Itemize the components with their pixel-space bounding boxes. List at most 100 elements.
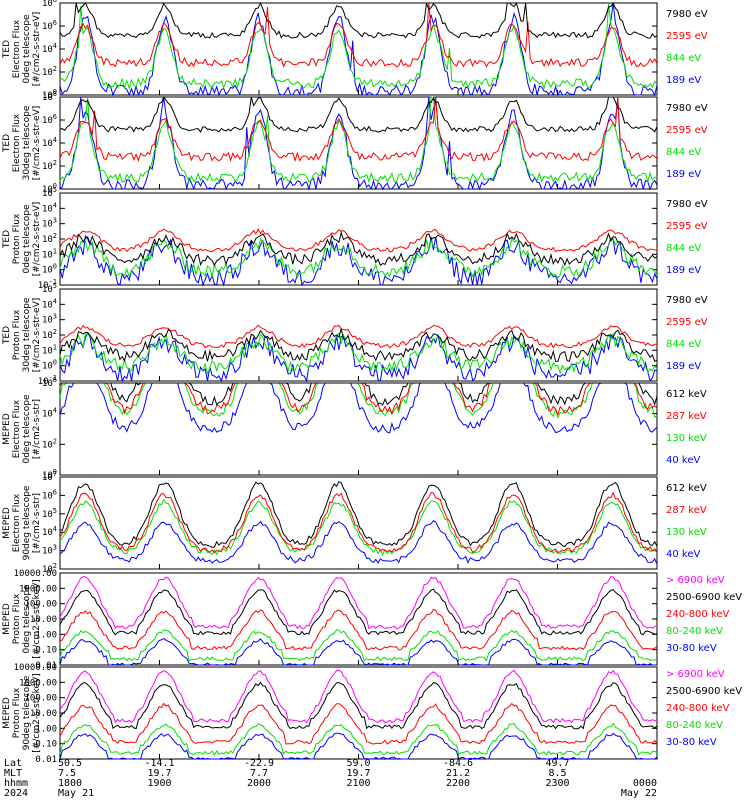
legend-entry: 2500-6900 keV [666, 592, 742, 603]
y-tick-label: 100.00 [24, 694, 57, 704]
y-axis-label-line: Proton Flux [12, 687, 22, 738]
x-tick-label-hhmm: 2300 [545, 778, 569, 789]
legend-entry: 612 keV [666, 483, 707, 494]
series-line-green [59, 629, 658, 662]
y-tick-label: 10000.00 [14, 569, 57, 579]
x-tick-label-lat: 59.0 [346, 758, 370, 769]
x-tick-label-lat: 49.7 [545, 758, 569, 769]
legend-entry: 844 eV [666, 339, 701, 350]
y-tick-label: 0.01 [35, 755, 57, 765]
y-axis-label-line: [#/cm2-s-str-keV] [32, 579, 42, 658]
legend-entry: 844 eV [666, 243, 701, 254]
y-axis-label-line: 0deg telescope [22, 394, 32, 464]
x-tick-label-mlt: 7.5 [58, 768, 76, 779]
y-tick-label: 102 [42, 232, 57, 245]
series-line-red [59, 96, 658, 163]
y-axis-label-line: [#/cm2-s-str-eV] [32, 12, 42, 87]
y-tick-label: 1000.00 [19, 584, 57, 594]
panel-8: 0.01 0.10 1.00 10.00 100.00 1000.00 10000.00 ME… [2, 663, 742, 765]
y-tick-label: 106 [42, 113, 57, 126]
x-tick-label-mlt: 8.5 [548, 768, 566, 779]
y-tick-label: 102 [42, 159, 57, 172]
legend-entry: 40 keV [666, 455, 700, 466]
y-tick-label: 102 [42, 328, 57, 341]
y-tick-label: 104 [42, 42, 57, 55]
y-axis-label-line: TED [2, 230, 12, 249]
y-axis-label-line: 90deg telescope [22, 675, 32, 750]
y-tick-label: 10000.00 [14, 663, 57, 673]
x-row-label: hhmm [4, 778, 28, 789]
x-tick-label-lat: 50.5 [58, 758, 82, 769]
x-row-label: Lat [4, 758, 22, 769]
series-line-green [59, 2, 658, 90]
x-tick-label-date: May 21 [58, 788, 94, 799]
y-axis-label-line: 30deg telescope [22, 297, 32, 372]
y-tick-label: 10.00 [30, 615, 57, 625]
y-axis-label-line: 0deg telescope [22, 14, 32, 84]
legend-entry: 189 eV [666, 361, 701, 372]
series-line-blue [59, 382, 658, 434]
series-line-black [59, 588, 658, 636]
x-tick-label-lat: -14.1 [144, 758, 174, 769]
x-tick-label-hhmm: 2200 [446, 778, 470, 789]
series-line-black [59, 481, 658, 548]
x-tick-label-lat: -84.6 [443, 758, 473, 769]
y-tick-label: 100 [42, 263, 57, 276]
series-line-green [59, 96, 658, 184]
y-axis-label-line: Proton Flux [12, 309, 22, 360]
y-axis-label-line: [#/cm2-s-str] [32, 493, 42, 553]
y-tick-label: 104 [42, 201, 57, 214]
y-axis-label-line: TED [2, 134, 12, 153]
y-axis-label-line: [#/cm2-s-str-eV] [32, 106, 42, 181]
y-axis-label-line: [#/cm2-s-str] [32, 399, 42, 459]
x-row-label: 2024 [4, 788, 28, 799]
x-tick-label-mlt: 21.2 [446, 768, 470, 779]
legend-entry: 287 keV [666, 411, 707, 422]
legend-entry: 2595 eV [666, 221, 708, 232]
y-tick-label: 100.00 [24, 600, 57, 610]
x-tick-label-lat: -22.9 [244, 758, 274, 769]
legend-entry: 7980 eV [666, 295, 708, 306]
y-axis-label-line: Electron Flux [12, 113, 22, 172]
legend-entry: 2500-6900 keV [666, 686, 742, 697]
y-tick-label: 105 [42, 507, 57, 520]
legend-entry: 844 eV [666, 147, 701, 158]
series-line-blue [59, 332, 658, 383]
y-axis-label-line: Proton Flux [12, 593, 22, 644]
y-tick-label: 103 [42, 313, 57, 326]
legend-entry: 7980 eV [666, 199, 708, 210]
legend-entry: 2595 eV [666, 31, 708, 42]
y-axis-label-line: Electron Flux [12, 19, 22, 78]
series-line-blue [59, 520, 658, 565]
y-axis-label-line: 0deg telescope [22, 584, 32, 654]
y-axis-label-line: TED [2, 326, 12, 345]
y-tick-label: 103 [42, 217, 57, 230]
x-tick-label-date: May 22 [621, 788, 657, 799]
y-tick-label: 108 [42, 0, 57, 9]
y-tick-label: 101 [42, 247, 57, 260]
series-line-red [59, 382, 658, 416]
y-axis-label-line: Proton Flux [12, 213, 22, 264]
x-tick-label-hhmm: 1800 [58, 778, 82, 789]
y-axis-label-line: MEPED [2, 603, 12, 635]
y-tick-label: 0.10 [35, 740, 57, 750]
series-line-black [59, 681, 658, 730]
series-line-green [59, 498, 658, 556]
y-tick-label: 104 [42, 136, 57, 149]
y-tick-label: 101 [42, 343, 57, 356]
plot-frame [59, 382, 658, 476]
series-line-red [59, 2, 658, 68]
legend-entry: 7980 eV [666, 9, 708, 20]
series-line-magenta [59, 669, 658, 724]
x-tick-label-hhmm: 0000 [633, 778, 657, 789]
series-line-magenta [59, 575, 658, 630]
series-line-black [59, 1, 658, 39]
legend-entry: > 6900 keV [666, 669, 725, 680]
series-line-green [59, 382, 658, 419]
series-line-green [59, 237, 658, 279]
x-tick-label-hhmm: 2000 [247, 778, 271, 789]
y-tick-label: 100 [42, 359, 57, 372]
